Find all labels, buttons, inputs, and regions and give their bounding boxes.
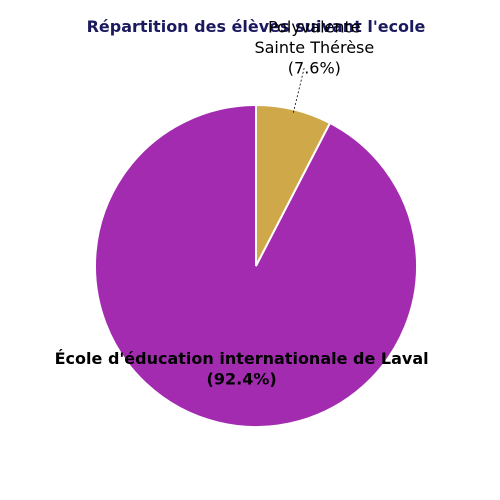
slice-name-label-0: Sainte Thérèse xyxy=(254,38,374,57)
pie-slices xyxy=(94,103,418,428)
slice-name-label-1: École d'éducation internationale de Lava… xyxy=(55,349,429,368)
chart-title: Répartition des élèves suivant l'ecole xyxy=(87,17,426,36)
pie-slice-1 xyxy=(94,103,418,428)
slice-percent-label-0: (7.6%) xyxy=(288,58,341,77)
slice-percent-label-1: (92.4%) xyxy=(207,370,277,389)
pie-labels: Polyvalente Sainte Thérèse(7.6%) École d'é… xyxy=(55,17,429,388)
slice-name-label-0: Polyvalente xyxy=(268,17,361,36)
